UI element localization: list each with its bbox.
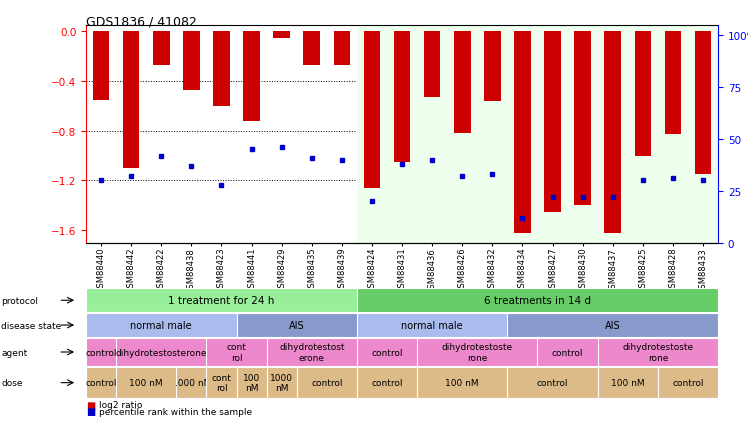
Bar: [574, 32, 591, 206]
Text: 100
nM: 100 nM: [243, 373, 260, 392]
Text: control: control: [311, 378, 343, 387]
Text: normal male: normal male: [402, 320, 463, 330]
Text: control: control: [552, 348, 583, 357]
Bar: [393, 32, 411, 162]
Bar: [357, 26, 718, 243]
Text: 100 nM: 100 nM: [445, 378, 479, 387]
Bar: [273, 32, 290, 39]
Text: 100 nM: 100 nM: [611, 378, 645, 387]
Text: ■: ■: [86, 407, 95, 416]
Text: control: control: [85, 348, 117, 357]
Text: normal male: normal male: [130, 320, 192, 330]
Text: 100 nM: 100 nM: [129, 378, 163, 387]
Bar: [213, 32, 230, 107]
Text: control: control: [672, 378, 704, 387]
Text: 1000
nM: 1000 nM: [270, 373, 293, 392]
Bar: [153, 32, 170, 66]
Text: protocol: protocol: [1, 296, 38, 305]
Bar: [424, 32, 441, 98]
Text: control: control: [537, 378, 568, 387]
Text: agent: agent: [1, 348, 28, 357]
Text: dihydrotestoste
rone: dihydrotestoste rone: [442, 342, 513, 362]
Text: 1000 nM: 1000 nM: [172, 378, 211, 387]
Bar: [514, 32, 531, 233]
Text: dihydrotestost
erone: dihydrotestost erone: [279, 342, 345, 362]
Bar: [93, 32, 109, 100]
Bar: [183, 32, 200, 91]
Text: AIS: AIS: [289, 320, 304, 330]
Bar: [123, 32, 139, 169]
Text: control: control: [371, 348, 402, 357]
Text: dihydrotestosterone: dihydrotestosterone: [115, 348, 207, 357]
Text: log2 ratio: log2 ratio: [99, 401, 143, 409]
Bar: [695, 32, 711, 175]
Bar: [634, 32, 651, 156]
Bar: [545, 32, 561, 212]
Text: GDS1836 / 41082: GDS1836 / 41082: [86, 15, 197, 28]
Text: AIS: AIS: [605, 320, 621, 330]
Bar: [304, 32, 320, 66]
Bar: [665, 32, 681, 135]
Text: disease state: disease state: [1, 321, 62, 330]
Text: 1 treatment for 24 h: 1 treatment for 24 h: [168, 296, 275, 306]
Bar: [604, 32, 621, 233]
Text: control: control: [85, 378, 117, 387]
Bar: [484, 32, 500, 102]
Text: control: control: [371, 378, 402, 387]
Text: dose: dose: [1, 378, 23, 387]
Bar: [454, 32, 470, 134]
Text: dihydrotestoste
rone: dihydrotestoste rone: [622, 342, 693, 362]
Text: percentile rank within the sample: percentile rank within the sample: [99, 407, 253, 416]
Bar: [243, 32, 260, 122]
Text: ■: ■: [86, 400, 95, 410]
Text: 6 treatments in 14 d: 6 treatments in 14 d: [484, 296, 591, 306]
Text: cont
rol: cont rol: [212, 373, 231, 392]
Bar: [334, 32, 350, 66]
Text: cont
rol: cont rol: [227, 342, 246, 362]
Bar: [364, 32, 380, 188]
